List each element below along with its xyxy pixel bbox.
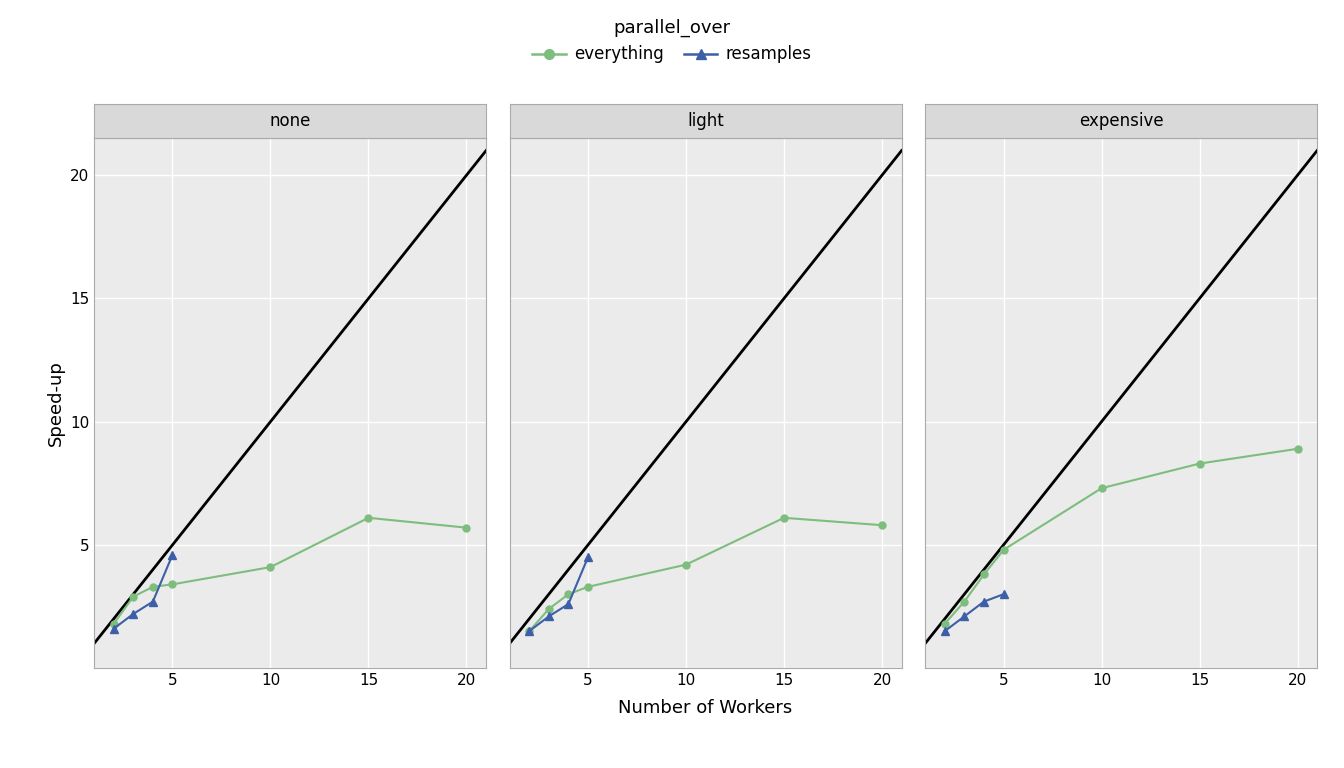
- Y-axis label: Speed-up: Speed-up: [47, 360, 65, 446]
- X-axis label: Number of Workers: Number of Workers: [618, 699, 793, 717]
- Text: none: none: [269, 112, 310, 130]
- Text: light: light: [687, 112, 724, 130]
- Legend: everything, resamples: everything, resamples: [526, 12, 818, 70]
- Text: expensive: expensive: [1079, 112, 1164, 130]
